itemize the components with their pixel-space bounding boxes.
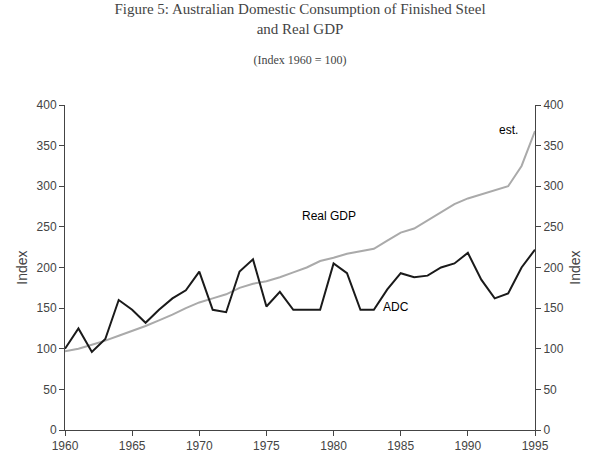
svg-text:200: 200 — [37, 261, 57, 275]
svg-text:250: 250 — [37, 220, 57, 234]
svg-text:est.: est. — [499, 123, 518, 137]
svg-text:400: 400 — [37, 98, 57, 112]
svg-text:Index: Index — [567, 250, 583, 284]
svg-text:50: 50 — [43, 383, 57, 397]
svg-text:0: 0 — [50, 423, 57, 437]
svg-text:100: 100 — [543, 342, 563, 356]
svg-text:150: 150 — [543, 301, 563, 315]
svg-text:1985: 1985 — [387, 439, 414, 453]
svg-text:Index: Index — [14, 250, 30, 284]
svg-text:Figure 5: Australian Domestic: Figure 5: Australian Domestic Consumptio… — [114, 1, 485, 37]
svg-text:0: 0 — [543, 423, 550, 437]
svg-text:350: 350 — [37, 139, 57, 153]
svg-text:100: 100 — [37, 342, 57, 356]
svg-text:50: 50 — [543, 383, 557, 397]
svg-text:ADC: ADC — [383, 300, 409, 314]
svg-text:1995: 1995 — [522, 439, 549, 453]
svg-text:250: 250 — [543, 220, 563, 234]
svg-text:(Index 1960 = 100): (Index 1960 = 100) — [253, 53, 346, 67]
svg-text:1960: 1960 — [52, 439, 79, 453]
svg-text:Real GDP: Real GDP — [302, 209, 356, 223]
svg-text:1970: 1970 — [186, 439, 213, 453]
svg-text:150: 150 — [37, 301, 57, 315]
svg-text:1965: 1965 — [119, 439, 146, 453]
svg-text:300: 300 — [543, 179, 563, 193]
svg-text:1990: 1990 — [455, 439, 482, 453]
svg-text:400: 400 — [543, 98, 563, 112]
svg-text:350: 350 — [543, 139, 563, 153]
svg-text:200: 200 — [543, 261, 563, 275]
svg-text:1980: 1980 — [320, 439, 347, 453]
svg-text:1975: 1975 — [253, 439, 280, 453]
svg-text:300: 300 — [37, 179, 57, 193]
